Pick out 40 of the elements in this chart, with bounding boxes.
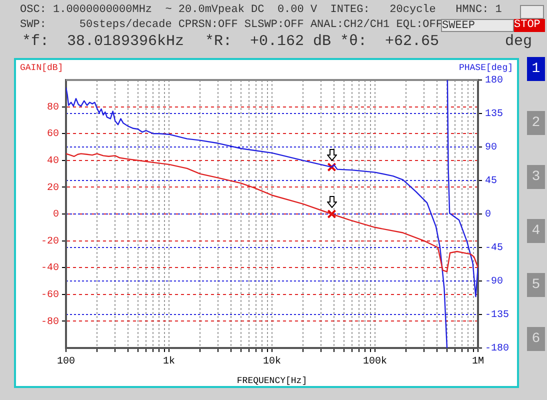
x-tick-label: 1M — [472, 356, 484, 368]
y2-tick-label: -180 — [485, 344, 510, 355]
y-axis-title: GAIN[dB] — [20, 63, 64, 73]
y-tick-label: -20 — [40, 236, 59, 248]
y2-tick-label: 135 — [485, 109, 504, 120]
y-tick-label: -80 — [40, 316, 59, 328]
x-tick-label: 100 — [56, 356, 76, 368]
x-tick-label: 1k — [162, 356, 176, 368]
y-tick-label: 80 — [46, 102, 59, 114]
text: 6 — [527, 327, 545, 351]
text: *θ: +62.65 — [340, 33, 440, 50]
y-tick-label: 60 — [46, 129, 59, 140]
text: 2 — [527, 111, 545, 135]
text: STOP — [514, 19, 545, 32]
x-axis-title: FREQUENCY[Hz] — [236, 376, 308, 386]
y2-tick-label: 0 — [485, 210, 492, 221]
y-tick-label: 20 — [46, 182, 59, 194]
x-tick-label: 10k — [262, 356, 282, 368]
x-tick-label: 100k — [362, 356, 388, 368]
text: *f: 38.0189396kHz — [22, 33, 184, 50]
y2-tick-label: -135 — [485, 310, 510, 322]
text: 3 — [527, 165, 545, 189]
y2-tick-label: 45 — [485, 176, 498, 188]
text: SWEEP — [441, 19, 514, 32]
y2-tick-label: -90 — [485, 276, 504, 288]
text: 4 — [527, 219, 545, 243]
y-tick-label: 0 — [52, 210, 59, 221]
y-tick-label: 40 — [46, 156, 59, 168]
y2-tick-label: -45 — [485, 243, 504, 254]
text: SWP: 50steps/decade CPRSN:OFF SLSWP:OFF ANAL:CH2/CH1 EQL:OFF — [20, 19, 442, 31]
y2-tick-label: 90 — [485, 142, 498, 154]
text: 1 — [527, 57, 545, 81]
text: deg — [505, 33, 532, 50]
y-tick-label: -40 — [40, 263, 59, 274]
y2-tick-label: 180 — [485, 76, 504, 87]
y2-axis-title: PHASE[deg] — [458, 63, 513, 73]
y-tick-label: -60 — [40, 290, 59, 302]
text: OSC: 1.0000000000MHz ~ 20.0mVpeak DC 0.00 V INTEG: 20cycle HMNC: 1 — [20, 4, 502, 16]
text: *R: +0.162 dB — [205, 33, 332, 50]
text: 5 — [527, 273, 545, 297]
